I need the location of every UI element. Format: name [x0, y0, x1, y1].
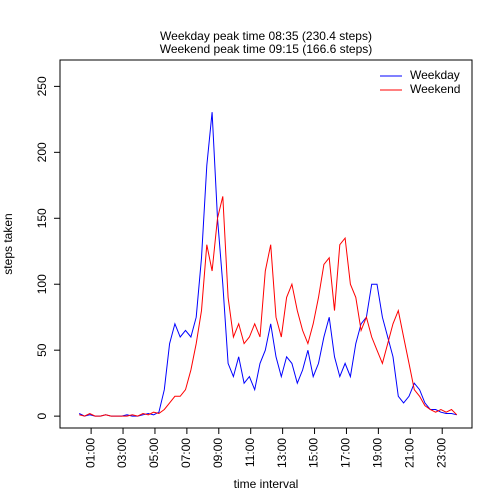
x-tick-label: 03:00: [115, 438, 129, 468]
x-tick-label: 05:00: [147, 438, 161, 468]
plot-box: [59, 59, 473, 429]
x-tick-label: 17:00: [339, 438, 353, 468]
x-tick-label: 23:00: [434, 438, 448, 468]
data-line: [79, 196, 458, 417]
x-tick-label: 09:00: [211, 438, 225, 468]
y-tick-label: 150: [35, 208, 49, 228]
chart-title: Weekday peak time 08:35 (230.4 steps): [160, 29, 372, 43]
y-tick-label: 100: [35, 274, 49, 294]
y-tick-label: 250: [35, 76, 49, 96]
x-tick-label: 07:00: [179, 438, 193, 468]
y-axis-label: steps taken: [1, 213, 15, 274]
y-tick-label: 0: [35, 412, 49, 419]
x-tick-label: 21:00: [402, 438, 416, 468]
x-tick-label: 19:00: [371, 438, 385, 468]
x-axis-label: time interval: [234, 477, 299, 491]
x-tick-label: 01:00: [83, 438, 97, 468]
x-tick-label: 13:00: [275, 438, 289, 468]
chart-subtitle: Weekend peak time 09:15 (166.6 steps): [160, 42, 373, 56]
y-tick-label: 50: [35, 343, 49, 357]
legend-label: Weekday: [410, 68, 460, 82]
x-tick-label: 11:00: [243, 438, 257, 467]
y-tick-label: 200: [35, 142, 49, 162]
x-tick-label: 15:00: [307, 438, 321, 468]
legend-label: Weekend: [410, 82, 460, 96]
data-line: [78, 112, 457, 417]
